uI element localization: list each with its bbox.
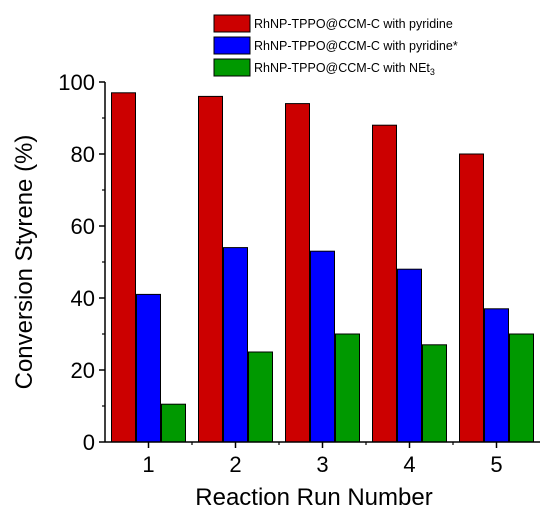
x-tick-label: 2 <box>229 452 241 477</box>
y-tick-label: 20 <box>71 358 95 383</box>
legend-swatch-series-2 <box>213 36 251 55</box>
legend-label-series-2: RhNP-TPPO@CCM-C with pyridine* <box>254 39 458 53</box>
y-ticks: 0 20 40 60 80 100 <box>58 70 105 455</box>
bar-series-3-run-5 <box>509 333 534 443</box>
x-axis-title: Reaction Run Number <box>195 484 432 508</box>
bar-series-1-run-1 <box>111 92 136 443</box>
legend-label-series-3-prefix: RhNP-TPPO@CCM-C with NEt <box>254 61 430 75</box>
legend: RhNP-TPPO@CCM-C with pyridine RhNP-TPPO@… <box>213 14 458 77</box>
bar-series-1-run-3 <box>285 103 310 443</box>
y-tick-label: 100 <box>58 70 95 95</box>
x-tick-label: 4 <box>403 452 415 477</box>
x-tick-label: 3 <box>316 452 328 477</box>
legend-swatch-series-3 <box>213 58 251 77</box>
bar-series-1-run-4 <box>372 124 397 443</box>
bar-series-1-run-5 <box>459 153 484 443</box>
legend-label-series-3: RhNP-TPPO@CCM-C with NEt3 <box>254 61 435 77</box>
bar-series-3-run-4 <box>422 344 447 443</box>
bar-series-1-run-2 <box>198 95 223 443</box>
x-ticks: 1 2 3 4 5 <box>142 442 503 477</box>
bars-group <box>111 92 534 443</box>
legend-label-series-1: RhNP-TPPO@CCM-C with pyridine <box>254 17 453 31</box>
bar-series-3-run-3 <box>335 333 360 443</box>
legend-swatch-series-1 <box>213 14 251 33</box>
x-tick-label: 1 <box>142 452 154 477</box>
bar-series-3-run-1 <box>161 403 186 443</box>
bar-series-2-run-3 <box>310 250 335 443</box>
legend-label-series-3-subscript: 3 <box>430 67 435 77</box>
bar-series-2-run-4 <box>397 268 422 443</box>
y-tick-label: 80 <box>71 142 95 167</box>
x-tick-label: 5 <box>490 452 502 477</box>
y-axis-title: Conversion Styrene (%) <box>11 135 38 390</box>
bar-series-2-run-2 <box>223 247 248 443</box>
bar-series-3-run-2 <box>248 351 273 443</box>
y-tick-label: 0 <box>83 430 95 455</box>
bar-series-2-run-1 <box>136 293 161 443</box>
bar-series-2-run-5 <box>484 308 509 443</box>
y-tick-label: 60 <box>71 214 95 239</box>
y-tick-label: 40 <box>71 286 95 311</box>
